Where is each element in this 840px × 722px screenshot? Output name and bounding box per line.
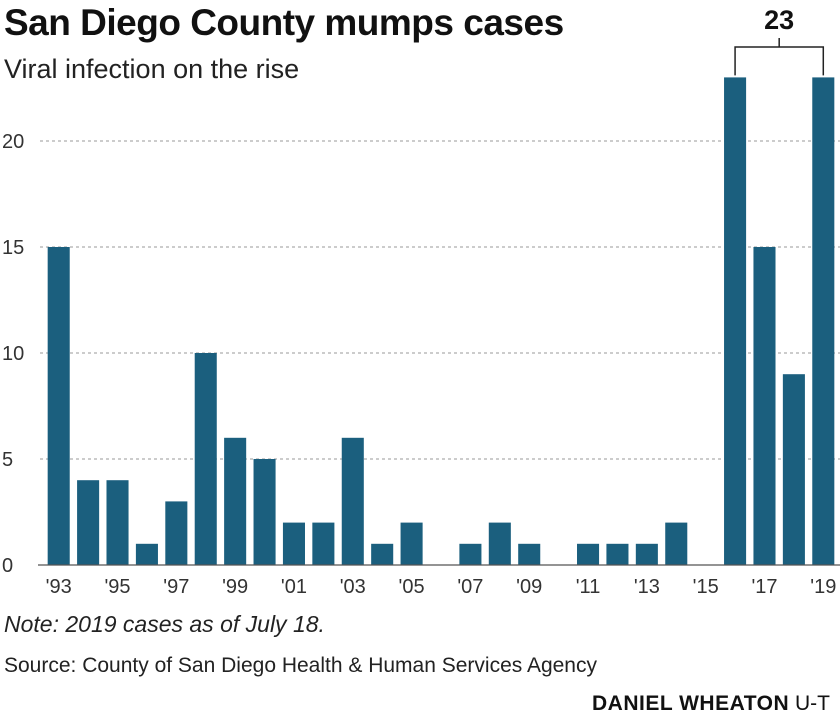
bar bbox=[371, 543, 394, 565]
chart-subtitle: Viral infection on the rise bbox=[4, 54, 300, 84]
x-tick-label: '97 bbox=[163, 576, 189, 598]
credit-org: U-T bbox=[795, 692, 830, 715]
y-tick-label: 0 bbox=[2, 555, 13, 577]
bar bbox=[606, 543, 629, 565]
bar bbox=[488, 522, 511, 565]
bar bbox=[665, 522, 688, 565]
annotation-label: 23 bbox=[764, 5, 794, 35]
x-tick-label: '99 bbox=[222, 576, 248, 598]
x-tick-label: '13 bbox=[634, 576, 660, 598]
bar bbox=[194, 353, 217, 565]
bar bbox=[724, 77, 747, 566]
credit-name: DANIEL WHEATON bbox=[591, 692, 790, 715]
bar bbox=[312, 522, 335, 565]
bar bbox=[224, 437, 247, 565]
x-tick-label: '93 bbox=[46, 576, 72, 598]
y-tick-label: 20 bbox=[2, 131, 24, 153]
y-tick-label: 5 bbox=[2, 449, 13, 471]
bar bbox=[753, 247, 776, 565]
x-tick-label: '07 bbox=[457, 576, 483, 598]
annotation-bracket bbox=[734, 46, 825, 76]
chart-source: Source: County of San Diego Health & Hum… bbox=[4, 654, 597, 677]
bar bbox=[341, 437, 364, 565]
y-tick-label: 10 bbox=[2, 343, 24, 365]
x-tick-label: '19 bbox=[810, 576, 836, 598]
bar bbox=[282, 522, 305, 565]
bar bbox=[253, 459, 276, 565]
bar bbox=[577, 543, 600, 565]
bar-chart: 0 5 10 15 20 '93 '95 '97 '99 '01 '03 '05 '07 '09 '11 '1… bbox=[2, 5, 840, 598]
y-tick-label: 15 bbox=[2, 237, 24, 259]
bar bbox=[135, 543, 158, 565]
bar bbox=[782, 374, 805, 565]
chart-title: San Diego County mumps cases bbox=[4, 2, 564, 43]
chart-note: Note: 2019 cases as of July 18. bbox=[4, 611, 325, 637]
bar bbox=[812, 77, 835, 566]
bar bbox=[459, 543, 482, 565]
bar bbox=[635, 543, 658, 565]
x-tick-label: '15 bbox=[693, 576, 719, 598]
x-tick-label: '01 bbox=[281, 576, 307, 598]
x-tick-label: '11 bbox=[576, 576, 601, 598]
bar bbox=[518, 543, 541, 565]
x-tick-label: '05 bbox=[399, 576, 425, 598]
bar bbox=[77, 480, 100, 565]
chart-credit: DANIEL WHEATON U-T bbox=[592, 692, 830, 716]
x-tick-label: '17 bbox=[751, 576, 777, 598]
bar bbox=[165, 501, 188, 565]
x-tick-label: '09 bbox=[516, 576, 542, 598]
bar bbox=[106, 480, 129, 565]
bar bbox=[47, 247, 70, 565]
x-tick-label: '03 bbox=[340, 576, 366, 598]
bar bbox=[400, 522, 423, 565]
x-tick-label: '95 bbox=[104, 576, 130, 598]
